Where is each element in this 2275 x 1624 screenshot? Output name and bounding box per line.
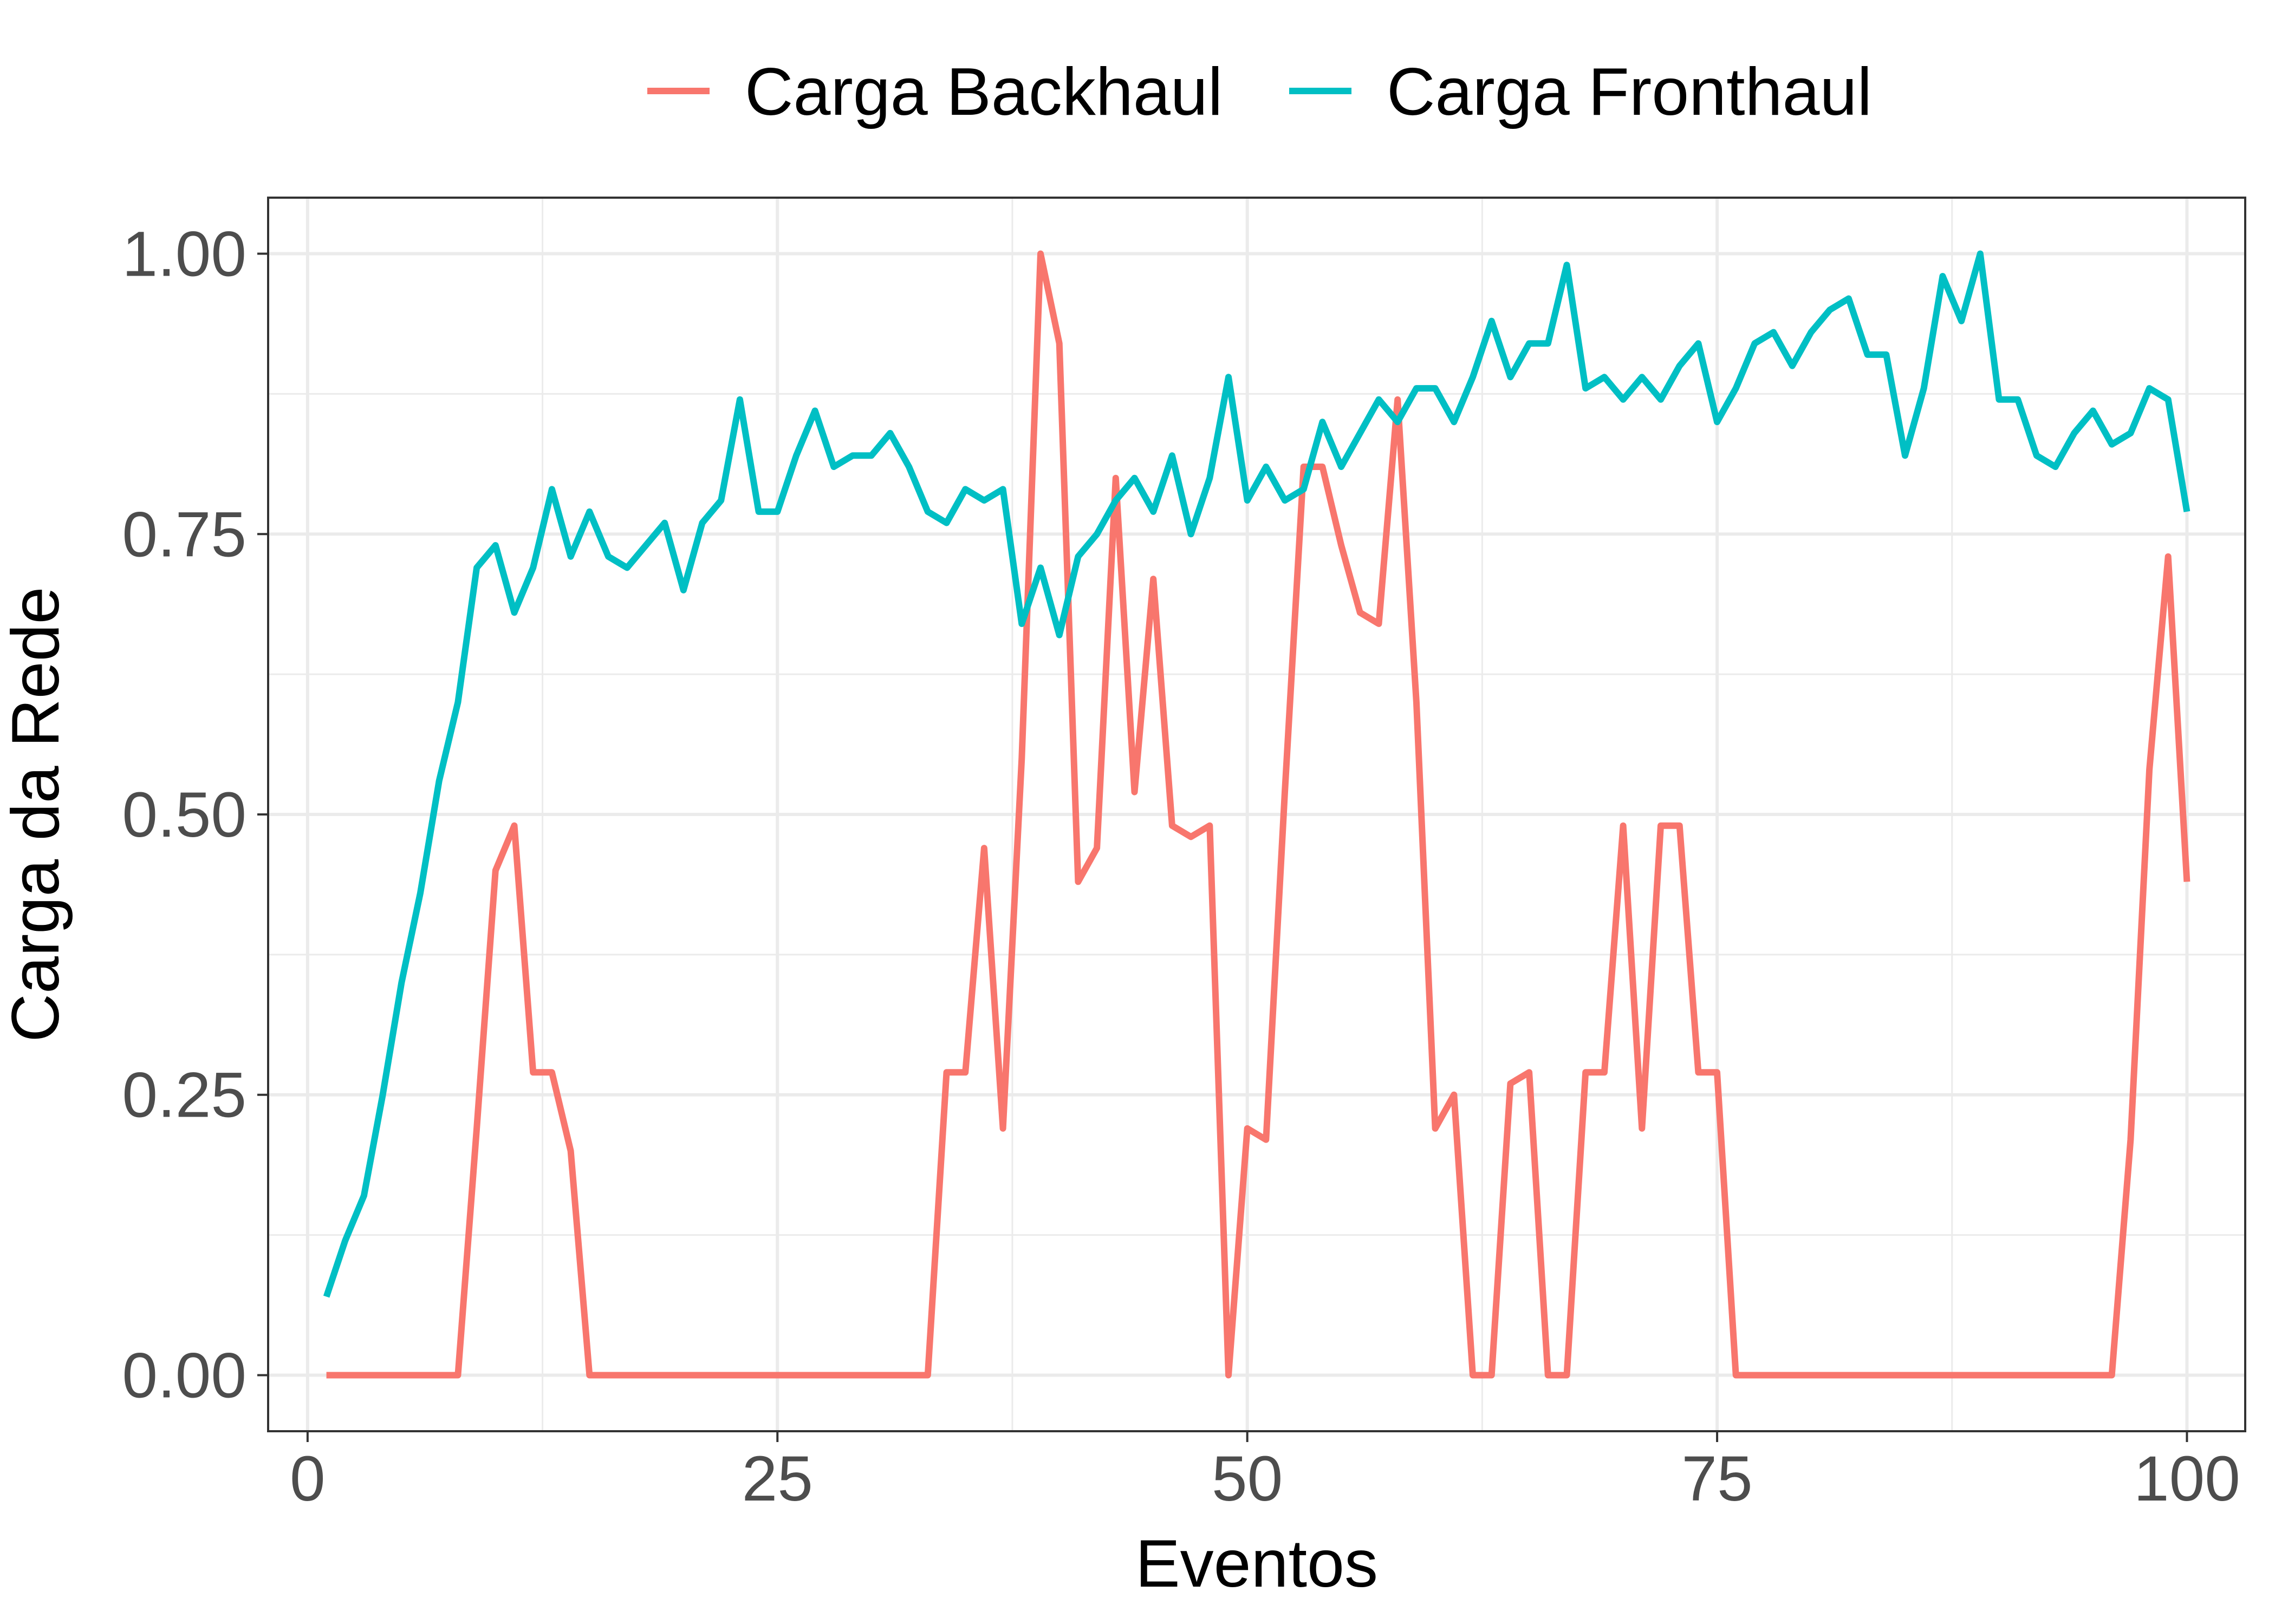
legend-label: Carga Fronthaul [1387,55,1872,129]
series-lines [323,250,2190,1379]
x-tick-label: 100 [2134,1443,2240,1515]
y-tick-label: 0.75 [122,499,246,570]
y-tick-label: 0.00 [122,1340,246,1411]
axis-ticks: 0 25 50 75 100 0.00 0.25 0.50 0.75 1.00 [122,219,2240,1515]
x-tick-label: 50 [1212,1443,1283,1515]
x-axis-title: Eventos [1135,1527,1378,1601]
y-tick-label: 0.50 [122,779,246,851]
y-tick-label: 1.00 [122,219,246,290]
y-tick-label: 0.25 [122,1060,246,1131]
legend: Carga Backhaul Carga Fronthaul [647,55,1872,129]
series-line-carga-fronthaul [323,250,2190,1298]
x-tick-label: 25 [742,1443,813,1515]
y-axis-title: Carga da Rede [0,587,73,1042]
x-tick-label: 75 [1681,1443,1752,1515]
series-line-carga-backhaul [326,250,2190,1379]
x-tick-label: 0 [290,1443,326,1515]
minor-gridlines [268,198,2245,1431]
legend-label: Carga Backhaul [745,55,1223,129]
